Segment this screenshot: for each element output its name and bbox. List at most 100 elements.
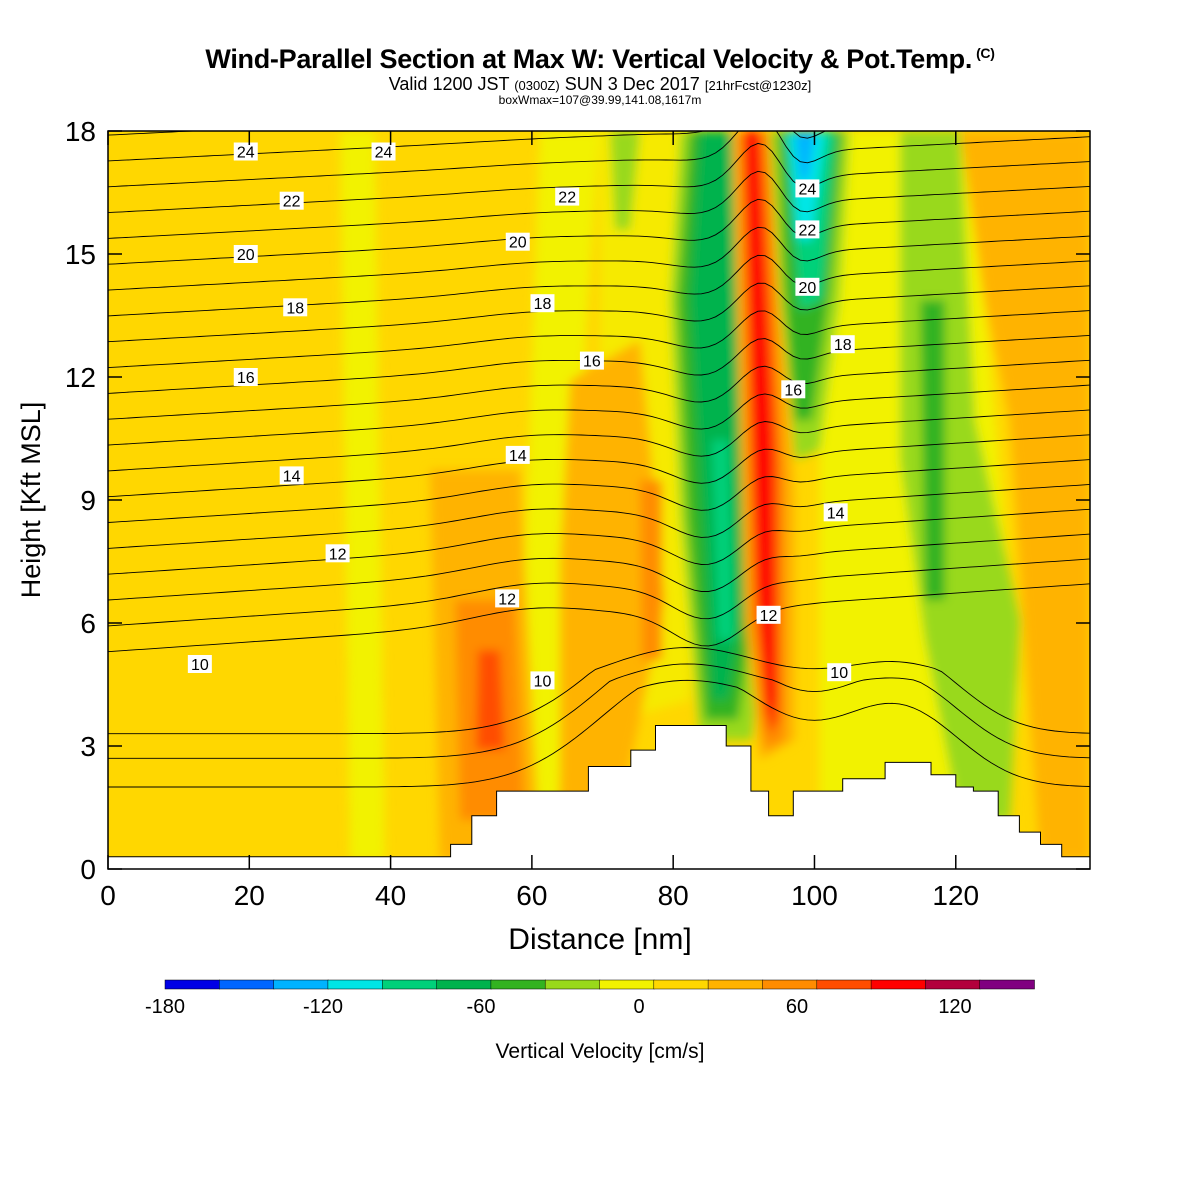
chart-title-text: Wind-Parallel Section at Max W: Vertical… bbox=[205, 44, 973, 74]
contour-label-box bbox=[827, 663, 852, 682]
colorbar-swatch bbox=[707, 979, 764, 990]
contour-label-text: 22 bbox=[283, 194, 301, 211]
contour-label-box bbox=[495, 589, 520, 608]
contour-label-box bbox=[233, 368, 258, 386]
theta-contour bbox=[108, 131, 201, 136]
contour-label-box bbox=[781, 380, 806, 399]
colorbar-tick-label: -60 bbox=[467, 996, 496, 1018]
forecast-info: [21hrFcst@1230z] bbox=[704, 78, 812, 93]
contour-label: 10 bbox=[187, 655, 212, 674]
contour-label-text: 18 bbox=[834, 337, 852, 354]
contour-label-text: 24 bbox=[237, 145, 255, 162]
x-tick-label: 80 bbox=[658, 880, 689, 911]
y-tick-label: 18 bbox=[65, 116, 96, 147]
contour-label-text: 16 bbox=[784, 382, 802, 399]
contour-label-box bbox=[505, 232, 530, 251]
chart-subtitle: Valid 1200 JST (0300Z) SUN 3 Dec 2017 [2… bbox=[0, 74, 1200, 95]
contour-label: 18 bbox=[530, 294, 555, 313]
contour-label-box bbox=[579, 351, 604, 370]
theta-contour bbox=[108, 310, 1090, 369]
contour-label-box bbox=[279, 466, 304, 485]
contour-label-text: 18 bbox=[286, 300, 304, 317]
colorbar-swatch bbox=[273, 979, 329, 990]
theta-contour bbox=[108, 583, 1090, 653]
theta-contour bbox=[108, 131, 827, 162]
contour-label-box bbox=[505, 445, 530, 464]
utc-time: (0300Z) bbox=[514, 78, 560, 93]
contour-label-box bbox=[187, 655, 212, 673]
contour-label-box bbox=[530, 294, 555, 313]
contour-label: 24 bbox=[371, 142, 396, 162]
contour-label-box bbox=[555, 187, 580, 206]
theta-contour bbox=[108, 434, 1090, 498]
theta-contour bbox=[108, 459, 1090, 523]
contour-label: 22 bbox=[555, 187, 580, 207]
contour-label-box bbox=[530, 671, 555, 690]
y-tick-label: 12 bbox=[65, 362, 96, 393]
colorbar-tick-label: 120 bbox=[938, 996, 971, 1018]
contour-label: 14 bbox=[505, 445, 530, 465]
theta-contour bbox=[108, 483, 1090, 549]
contour-label: 22 bbox=[795, 220, 820, 239]
theta-contour bbox=[108, 131, 1090, 188]
contour-label-text: 12 bbox=[760, 608, 778, 625]
colorbar-swatch bbox=[870, 979, 927, 990]
contour-label-box bbox=[823, 503, 848, 522]
x-tick-label: 40 bbox=[375, 880, 406, 911]
copyright-mark: (C) bbox=[976, 45, 995, 61]
box-info: boxWmax=107@39.99,141.08,1617m bbox=[498, 93, 702, 107]
contour-labels: 24 24 24 22 22 22 20 20 20 18 18 18 16 16 16 14 14 14 12 12… bbox=[187, 142, 855, 690]
contour-label: 24 bbox=[233, 142, 258, 162]
contour-label-text: 12 bbox=[329, 546, 347, 563]
contour-label-text: 22 bbox=[799, 222, 817, 239]
colorbar-tick-label: -120 bbox=[303, 996, 343, 1018]
contour-label: 10 bbox=[530, 671, 555, 690]
terrain bbox=[107, 725, 1091, 870]
contour-label-text: 14 bbox=[509, 448, 527, 465]
y-tick-label: 9 bbox=[80, 485, 96, 516]
contour-label-text: 20 bbox=[237, 247, 255, 264]
contour-label-text: 10 bbox=[534, 673, 552, 690]
theta-contour bbox=[108, 359, 1090, 420]
terrain-mask bbox=[107, 725, 1091, 870]
contour-label: 16 bbox=[781, 380, 806, 399]
theta-contour bbox=[108, 282, 1090, 343]
theta-contour-low bbox=[108, 663, 1090, 759]
valid-date: SUN 3 Dec 2017 bbox=[564, 74, 700, 94]
contour-label-text: 14 bbox=[283, 468, 301, 485]
contour-label-text: 22 bbox=[558, 190, 576, 207]
contour-label: 14 bbox=[823, 503, 848, 522]
contour-label-text: 10 bbox=[191, 657, 209, 674]
x-tick-label: 60 bbox=[516, 880, 547, 911]
y-tick-label: 6 bbox=[80, 608, 96, 639]
colorbar-label: Vertical Velocity [cm/s] bbox=[496, 1040, 705, 1063]
colorbar-swatch bbox=[599, 979, 655, 990]
colorbar-swatch bbox=[436, 979, 492, 990]
colorbar-tick-label: -180 bbox=[145, 996, 185, 1018]
theta-contour bbox=[108, 409, 1090, 472]
contour-label-box bbox=[283, 298, 308, 317]
contour-label-text: 24 bbox=[375, 145, 393, 162]
colorbar-swatch bbox=[816, 979, 872, 990]
y-axis-label: Height [Kft MSL] bbox=[16, 402, 46, 599]
theta-contour bbox=[108, 558, 1090, 627]
theta-contour bbox=[108, 254, 1090, 317]
contour-label-box bbox=[795, 277, 820, 296]
theta-contour-low bbox=[108, 647, 1090, 735]
colorbar-swatch bbox=[382, 979, 438, 990]
contour-label-text: 10 bbox=[830, 665, 848, 682]
contour-label-text: 12 bbox=[498, 591, 516, 608]
x-tick-label: 20 bbox=[234, 880, 265, 911]
contour-label: 20 bbox=[233, 245, 258, 264]
contour-label-box bbox=[830, 335, 855, 354]
contour-label: 18 bbox=[283, 298, 308, 317]
colorbar-swatch bbox=[925, 979, 981, 990]
colorbar-tick-label: 60 bbox=[786, 996, 808, 1018]
contour-label-text: 24 bbox=[799, 181, 817, 198]
potential-temperature-contours bbox=[108, 131, 1090, 788]
colorbar-swatch bbox=[490, 979, 546, 990]
contour-label-box bbox=[756, 605, 781, 624]
colorbar-swatch bbox=[762, 979, 818, 990]
theta-contour bbox=[108, 198, 1090, 265]
contour-label-text: 20 bbox=[799, 280, 817, 297]
